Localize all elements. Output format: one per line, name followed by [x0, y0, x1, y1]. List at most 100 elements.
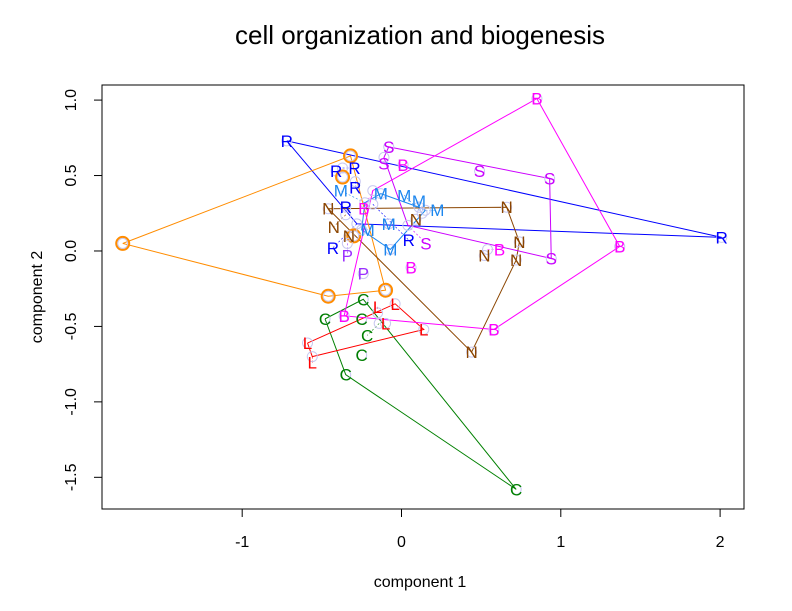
point-B: B	[405, 259, 416, 278]
point-anchor	[349, 176, 361, 188]
point-anchor	[340, 369, 352, 381]
point-anchor	[356, 313, 368, 325]
point-anchor	[357, 293, 369, 305]
point-C: C	[356, 346, 368, 365]
point-anchor	[357, 268, 369, 280]
x-axis: -1 0 1 2	[235, 509, 725, 551]
point-anchor	[359, 197, 371, 209]
chart-title: cell organization and biogenesis	[235, 20, 605, 50]
point-M: M	[397, 186, 411, 205]
hull-B	[343, 98, 621, 330]
point-S: S	[420, 234, 431, 253]
plot-frame	[101, 84, 745, 510]
point-S: S	[544, 170, 555, 189]
y-axis-label: component 2	[29, 251, 46, 344]
point-S: S	[546, 250, 557, 269]
point-anchor	[302, 337, 314, 349]
x-tick-label: -1	[235, 534, 249, 551]
point-anchor	[340, 209, 352, 221]
point-anchor	[389, 298, 401, 310]
point-R: R	[340, 198, 352, 217]
point-anchor	[356, 224, 368, 236]
point-L: L	[308, 354, 317, 373]
hull-S	[383, 146, 552, 260]
point-R: R	[281, 132, 293, 151]
point-anchor	[405, 262, 417, 274]
point-R: R	[349, 179, 361, 198]
point-anchor	[356, 349, 368, 361]
y-tick-label: 0.5	[63, 164, 80, 186]
point-M: M	[334, 182, 348, 201]
point-L: L	[381, 314, 390, 333]
point-N: N	[322, 200, 334, 219]
label-leader	[407, 225, 427, 244]
point-anchor	[478, 250, 490, 262]
point-N: N	[410, 210, 422, 229]
point-N: N	[465, 343, 477, 362]
point-anchor	[378, 151, 390, 163]
hull-O	[122, 155, 387, 297]
point-N: N	[500, 198, 512, 217]
point-O	[346, 228, 362, 244]
y-axis: 1.0 0.5 0.0 -0.5 -1.0 -1.5	[63, 89, 102, 491]
point-L: L	[303, 334, 312, 353]
point-anchor	[501, 201, 513, 213]
point-B: B	[488, 320, 499, 339]
label-leader	[372, 203, 410, 241]
x-tick-label: 0	[397, 534, 406, 551]
point-anchor	[419, 204, 431, 216]
point-anchor	[510, 483, 522, 495]
point-M: M	[382, 215, 396, 234]
point-N: N	[328, 218, 340, 237]
point-O	[320, 288, 336, 304]
point-anchor	[410, 213, 422, 225]
point-B: B	[338, 307, 349, 326]
point-P: P	[342, 246, 353, 265]
point-R: R	[327, 239, 339, 258]
point-anchor	[614, 240, 626, 252]
point-anchor	[375, 188, 387, 200]
point-R: R	[716, 228, 728, 247]
point-M: M	[374, 185, 388, 204]
point-anchor	[319, 313, 331, 325]
point-anchor	[716, 231, 728, 243]
point-N: N	[510, 251, 522, 270]
point-B: B	[614, 237, 625, 256]
point-S: S	[474, 162, 485, 181]
point-anchor	[341, 237, 353, 249]
point-B: B	[531, 90, 542, 109]
point-B: B	[397, 156, 408, 175]
point-S: S	[383, 138, 394, 157]
point-anchor	[397, 159, 409, 171]
point-anchor	[380, 317, 392, 329]
point-P: P	[358, 265, 369, 284]
point-L: L	[373, 298, 382, 317]
label-leader	[333, 214, 346, 227]
point-anchor	[416, 207, 428, 219]
point-anchor	[413, 201, 425, 213]
point-anchor	[373, 317, 385, 329]
point-anchor	[338, 310, 350, 322]
label-leader	[363, 190, 374, 209]
point-R: R	[330, 162, 342, 181]
point-C: C	[357, 290, 369, 309]
point-L: L	[419, 320, 428, 339]
point-anchor	[418, 323, 430, 335]
point-O	[378, 282, 394, 298]
hull-R	[286, 140, 722, 238]
point-anchor	[466, 346, 478, 358]
point-anchor	[383, 141, 395, 153]
point-B: B	[358, 200, 369, 219]
point-O	[115, 235, 131, 251]
y-tick-label: -1.5	[63, 463, 80, 491]
point-N: N	[478, 247, 490, 266]
point-anchor	[384, 243, 396, 255]
x-tick-label: 2	[716, 534, 725, 551]
point-anchor	[544, 173, 556, 185]
point-anchor	[322, 203, 334, 215]
x-tick-label: 1	[556, 534, 565, 551]
label-leader	[340, 190, 365, 203]
point-L: L	[390, 295, 399, 314]
point-anchor	[322, 290, 334, 302]
